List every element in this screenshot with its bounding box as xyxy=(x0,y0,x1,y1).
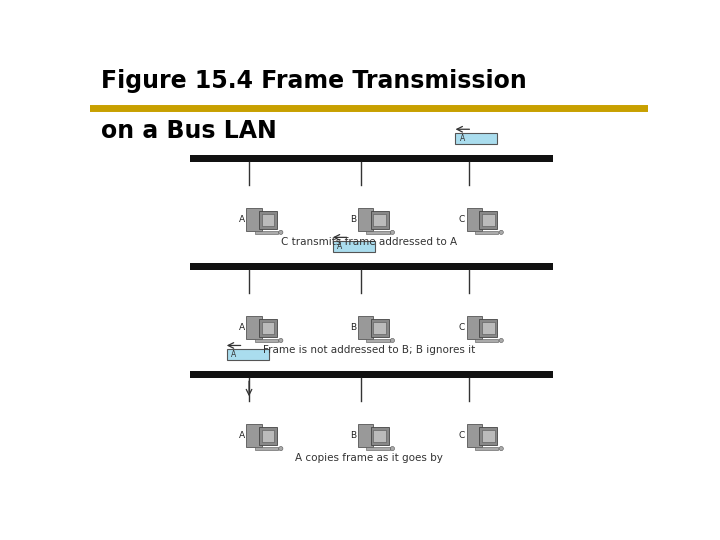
Bar xyxy=(371,427,389,445)
Ellipse shape xyxy=(390,339,395,342)
Text: A copies frame as it goes by: A copies frame as it goes by xyxy=(295,453,443,463)
Bar xyxy=(366,339,390,342)
Bar xyxy=(358,208,374,231)
Text: A: A xyxy=(337,242,343,251)
Text: C: C xyxy=(459,431,465,440)
Text: Frame is not addressed to B; B ignores it: Frame is not addressed to B; B ignores i… xyxy=(263,345,475,355)
Text: B: B xyxy=(350,215,356,224)
Bar xyxy=(366,447,390,450)
Bar xyxy=(475,231,498,234)
Text: Figure 15.4 Frame Transmission: Figure 15.4 Frame Transmission xyxy=(101,69,527,93)
Text: on a Bus LAN: on a Bus LAN xyxy=(101,119,277,143)
Bar xyxy=(246,316,262,339)
Bar xyxy=(333,241,374,252)
Ellipse shape xyxy=(279,339,283,342)
Bar xyxy=(261,430,274,442)
Bar xyxy=(480,427,498,445)
Bar xyxy=(467,316,482,339)
Bar xyxy=(190,154,553,162)
Bar xyxy=(366,231,390,234)
Bar xyxy=(358,316,374,339)
Text: C: C xyxy=(459,215,465,224)
Bar xyxy=(482,430,495,442)
Bar xyxy=(480,211,498,228)
Text: C transmits frame addressed to A: C transmits frame addressed to A xyxy=(281,237,457,247)
Bar xyxy=(255,231,278,234)
Bar xyxy=(227,349,269,360)
Ellipse shape xyxy=(390,447,395,451)
Bar xyxy=(371,319,389,337)
Bar xyxy=(480,319,498,337)
Text: A: A xyxy=(238,323,245,332)
Bar xyxy=(373,322,386,334)
Bar xyxy=(482,322,495,334)
Bar xyxy=(475,447,498,450)
Bar xyxy=(255,447,278,450)
Bar xyxy=(482,214,495,226)
Bar xyxy=(467,424,482,447)
Text: B: B xyxy=(350,323,356,332)
Ellipse shape xyxy=(279,447,283,451)
Ellipse shape xyxy=(499,230,503,234)
Bar xyxy=(371,211,389,228)
Text: A: A xyxy=(231,350,236,359)
Ellipse shape xyxy=(499,339,503,342)
Bar xyxy=(259,427,277,445)
Bar xyxy=(190,263,553,270)
Bar xyxy=(467,208,482,231)
Bar xyxy=(259,211,277,228)
Bar xyxy=(261,322,274,334)
Bar xyxy=(358,424,374,447)
Bar xyxy=(255,339,278,342)
Bar xyxy=(373,430,386,442)
Ellipse shape xyxy=(499,447,503,451)
Text: C: C xyxy=(459,323,465,332)
Bar xyxy=(456,133,498,144)
Bar xyxy=(373,214,386,226)
Bar xyxy=(261,214,274,226)
Ellipse shape xyxy=(279,230,283,234)
Bar xyxy=(259,319,277,337)
Bar xyxy=(190,371,553,379)
Bar xyxy=(246,424,262,447)
Bar xyxy=(475,339,498,342)
Text: A: A xyxy=(460,134,465,143)
Text: A: A xyxy=(238,431,245,440)
Bar xyxy=(246,208,262,231)
Ellipse shape xyxy=(390,230,395,234)
Text: A: A xyxy=(238,215,245,224)
Text: B: B xyxy=(350,431,356,440)
